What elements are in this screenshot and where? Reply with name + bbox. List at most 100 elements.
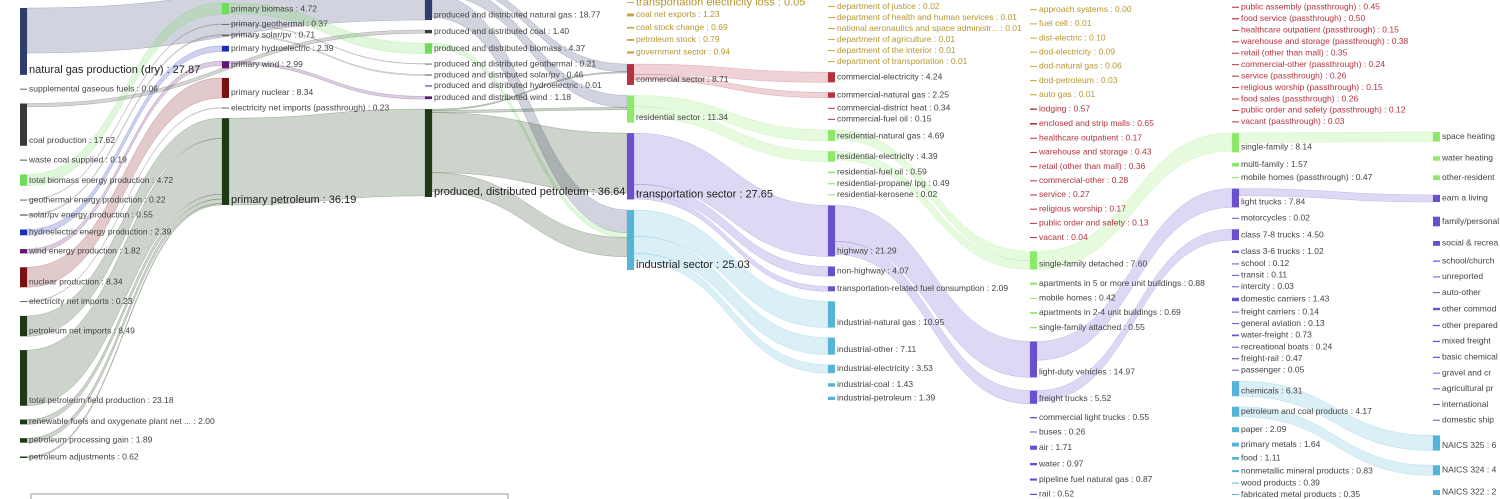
node-bar [222,45,229,52]
node-bar [1030,312,1037,314]
node-label: petroleum adjustments : 0.62 [29,452,139,462]
node-label: industrial sector : 25.03 [636,259,750,271]
node-bar [1232,263,1239,265]
node-label: gravel and cr [1442,367,1491,377]
node-label: apartments in 2-4 unit buildings : 0.69 [1039,307,1181,317]
node-label: commercial sector : 8.71 [636,74,729,84]
node-bar [1433,356,1440,358]
node-bar [1232,52,1239,54]
legend-box [30,493,509,499]
node-label: motorcycles : 0.02 [1241,213,1310,223]
node-label: other-resident [1442,172,1495,182]
flow-link [633,253,829,374]
node-label: food service (passthrough) : 0.50 [1241,13,1366,23]
node-bar [425,29,432,34]
node-label: air : 1.71 [1039,442,1072,452]
node-bar [828,17,835,19]
node-bar [1030,194,1037,196]
node-label: dod-natural gas : 0.06 [1039,61,1122,71]
flow-link [633,132,829,257]
flow-link [633,209,829,328]
node-bar [1232,75,1239,77]
node-bar [1030,9,1037,11]
node-bar [1232,427,1239,433]
node-label: food : 1.11 [1241,453,1281,463]
node-label: intercity : 0.03 [1241,281,1294,291]
node-label: commercial-other : 0.28 [1039,175,1129,185]
node-label: single-family : 8.14 [1241,142,1312,152]
node-label: agricultural pr [1442,383,1494,393]
node-label: primary geothermal : 0.37 [231,19,328,29]
node-label: chemicals : 6.31 [1241,386,1303,396]
node-label: vacant (passthrough) : 0.03 [1241,116,1345,126]
node-bar [1030,445,1037,450]
node-label: nuclear production : 8.34 [29,277,123,287]
node-bar [1433,156,1440,161]
node-label: auto-other [1442,287,1481,297]
node-label: recreational boats : 0.24 [1241,341,1332,351]
node-bar [1232,132,1239,153]
node-label: school/church [1442,255,1495,265]
node-label: fabricated metal products : 0.35 [1241,489,1360,499]
node-bar [1433,435,1440,451]
node-bar [1433,419,1440,421]
node-label: total biomass energy production : 4.72 [29,175,173,185]
node-label: transportation-related fuel consumption … [837,283,1008,293]
node-label: family/personal [1442,216,1499,226]
node-label: dod-electricity : 0.09 [1039,46,1115,56]
node-label: unreported [1442,271,1483,281]
node-label: apartments in 5 or more unit buildings :… [1039,278,1205,288]
flow-link [228,108,426,206]
node-bar [1030,237,1037,239]
node-label: residential-propane/ lpg : 0.49 [837,178,950,188]
node-label: natural gas production (dry) : 27.87 [29,64,200,76]
node-label: healthcare outpatient : 0.17 [1039,132,1142,142]
node-label: service : 0.27 [1039,189,1090,199]
node-bar [20,199,27,201]
node-bar [20,456,27,458]
node-label: public order and safety (passthrough) : … [1241,105,1406,115]
node-bar [1030,94,1037,96]
node-label: religious worship (passthrough) : 0.15 [1241,82,1383,92]
node-bar [1232,217,1239,219]
node-bar [1232,297,1239,302]
node-bar [222,23,229,25]
node-label: coal production : 17.62 [29,135,115,145]
node-label: multi-family : 1.57 [1241,159,1308,169]
flow-link [26,77,223,288]
node-label: wood products : 0.39 [1240,477,1320,487]
node-bar [1232,162,1239,167]
node-label: highway : 21.29 [837,246,897,256]
node-label: warehouse and storage : 0.43 [1038,147,1152,157]
node-label: freight-rail : 0.47 [1241,353,1303,363]
node-bar [828,286,835,292]
node-bar [828,92,835,98]
node-label: commercial-district heat : 0.34 [837,103,951,113]
node-bar [1030,137,1037,139]
flow-link [1036,188,1233,361]
node-bar [222,61,229,69]
node-label: commercial-other (passthrough) : 0.24 [1241,59,1385,69]
node-bar [1232,41,1239,43]
node-label: produced, distributed petroleum : 36.64 [434,186,625,198]
node-label: residential sector : 11.34 [636,112,728,122]
node-bar [1433,340,1440,343]
node-label: commercial-fuel oil : 0.15 [837,114,932,124]
node-bar [1433,372,1440,374]
node-bar [222,77,229,98]
node-label: nonmetallic mineral products : 0.83 [1241,465,1373,475]
node-bar [1030,65,1037,67]
node-bar [1433,132,1440,142]
flow-link [834,241,1031,405]
node-label: government sector : 0.94 [636,47,730,57]
node-label: residential-natural gas : 4.69 [837,130,945,140]
node-label: industrial-natural gas : 10.95 [837,317,945,327]
node-bar [1232,98,1239,100]
node-label: freight trucks : 5.52 [1039,393,1112,403]
node-bar [20,350,27,406]
node-label: petroleum and coal products : 4.17 [1241,406,1372,416]
node-label: religious worship : 0.17 [1039,203,1126,213]
node-bar [1433,292,1440,294]
node-label: fuel cell : 0.01 [1039,18,1092,28]
